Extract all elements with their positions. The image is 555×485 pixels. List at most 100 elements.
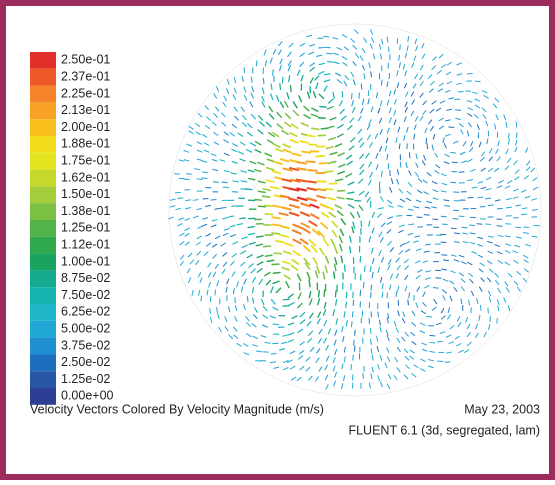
- vector-arrow: [240, 218, 246, 219]
- legend-label: 2.13e-01: [61, 103, 110, 117]
- legend-swatch: [30, 354, 56, 371]
- vector-arrow: [488, 205, 493, 206]
- vector-arrow: [273, 224, 281, 225]
- legend-label: 1.25e-02: [61, 372, 110, 386]
- vector-arrow: [258, 191, 265, 192]
- legend-label: 2.50e-01: [61, 53, 110, 67]
- vector-arrow: [396, 292, 397, 297]
- vector-arrow: [497, 208, 502, 209]
- legend-swatch: [30, 287, 56, 304]
- vector-arrow: [470, 225, 475, 226]
- vector-arrow: [351, 365, 352, 370]
- legend-label: 1.38e-01: [61, 204, 110, 218]
- vector-arrow: [408, 300, 409, 305]
- vector-arrow: [276, 241, 284, 242]
- vector-arrow: [256, 361, 261, 362]
- legend-label: 7.50e-02: [61, 288, 110, 302]
- vector-arrow: [346, 302, 347, 307]
- vector-arrow: [325, 189, 333, 190]
- vector-arrow: [324, 290, 325, 296]
- vector-arrow: [298, 168, 306, 169]
- legend-swatch: [30, 102, 56, 119]
- vector-arrow: [352, 312, 353, 317]
- legend-swatch: [30, 321, 56, 338]
- vector-arrow: [272, 217, 280, 218]
- vector-arrow: [368, 91, 369, 96]
- vector-arrow: [309, 280, 310, 287]
- legend-label: 2.00e-01: [61, 120, 110, 134]
- vector-arrow: [409, 224, 414, 225]
- vector-arrow: [451, 182, 456, 183]
- vector-arrow: [319, 163, 327, 164]
- legend-swatch: [30, 254, 56, 271]
- vector-arrow: [345, 265, 346, 271]
- vector-arrow: [222, 182, 227, 183]
- legend-label: 6.25e-02: [61, 305, 110, 319]
- vector-arrow: [320, 106, 326, 107]
- legend-label: 1.12e-01: [61, 237, 110, 251]
- legend-label: 2.37e-01: [61, 69, 110, 83]
- legend-swatch: [30, 304, 56, 321]
- vector-arrow: [312, 128, 319, 129]
- vector-arrow: [307, 161, 315, 162]
- legend-label: 2.25e-01: [61, 86, 110, 100]
- vector-arrow: [298, 162, 306, 163]
- vector-arrow: [451, 152, 456, 153]
- legend-swatch: [30, 220, 56, 237]
- legend-label: 8.75e-02: [61, 271, 110, 285]
- caption-title: Velocity Vectors Colored By Velocity Mag…: [30, 402, 324, 416]
- legend-label: 1.75e-01: [61, 153, 110, 167]
- vector-arrow: [248, 227, 254, 228]
- legend-swatch: [30, 371, 56, 388]
- vector-arrow: [247, 297, 248, 302]
- vector-arrow: [291, 86, 292, 92]
- vector-arrow: [456, 110, 461, 111]
- legend-label: 1.00e-01: [61, 254, 110, 268]
- legend-swatch: [30, 237, 56, 254]
- vector-arrow: [213, 182, 218, 183]
- legend-label: 0.00e+00: [61, 389, 114, 403]
- vector-arrow: [246, 189, 252, 190]
- legend-swatch: [30, 119, 56, 136]
- vector-arrow: [389, 74, 390, 79]
- vector-arrow: [371, 285, 372, 290]
- legend-label: 5.00e-02: [61, 321, 110, 335]
- vector-arrow: [257, 236, 263, 237]
- vector-arrow: [430, 342, 435, 343]
- vector-arrow: [319, 291, 320, 297]
- vector-arrow: [307, 181, 316, 182]
- vector-arrow: [271, 353, 276, 354]
- vector-arrow: [255, 200, 262, 201]
- vector-arrow: [400, 162, 401, 167]
- legend-swatch: [30, 69, 56, 86]
- vector-arrow: [259, 206, 266, 207]
- vector-arrow: [221, 208, 226, 209]
- vector-arrow: [347, 199, 353, 200]
- vector-arrow: [467, 73, 472, 74]
- vector-arrow: [445, 206, 450, 207]
- vector-arrow: [441, 216, 446, 217]
- vector-arrow: [364, 266, 365, 271]
- vector-arrow: [359, 93, 360, 98]
- vector-arrow: [328, 62, 333, 63]
- vector-arrow: [273, 70, 274, 75]
- legend-swatch: [30, 153, 56, 170]
- vector-arrow: [264, 246, 271, 247]
- vector-arrow: [459, 172, 464, 173]
- legend-label: 1.62e-01: [61, 170, 110, 184]
- vector-arrow: [451, 228, 456, 229]
- vector-arrow: [462, 227, 467, 228]
- vector-arrow: [475, 81, 480, 82]
- vector-arrow: [273, 324, 278, 325]
- caption-date: May 23, 2003: [464, 402, 540, 416]
- vector-arrow: [350, 247, 351, 253]
- vector-arrow: [436, 278, 441, 279]
- vector-arrow: [454, 233, 459, 234]
- vector-arrow: [273, 272, 280, 273]
- vector-arrow: [263, 78, 264, 83]
- vector-arrow: [175, 192, 180, 193]
- vector-arrow: [273, 206, 281, 207]
- vector-arrow: [477, 224, 482, 225]
- vector-arrow: [409, 153, 410, 158]
